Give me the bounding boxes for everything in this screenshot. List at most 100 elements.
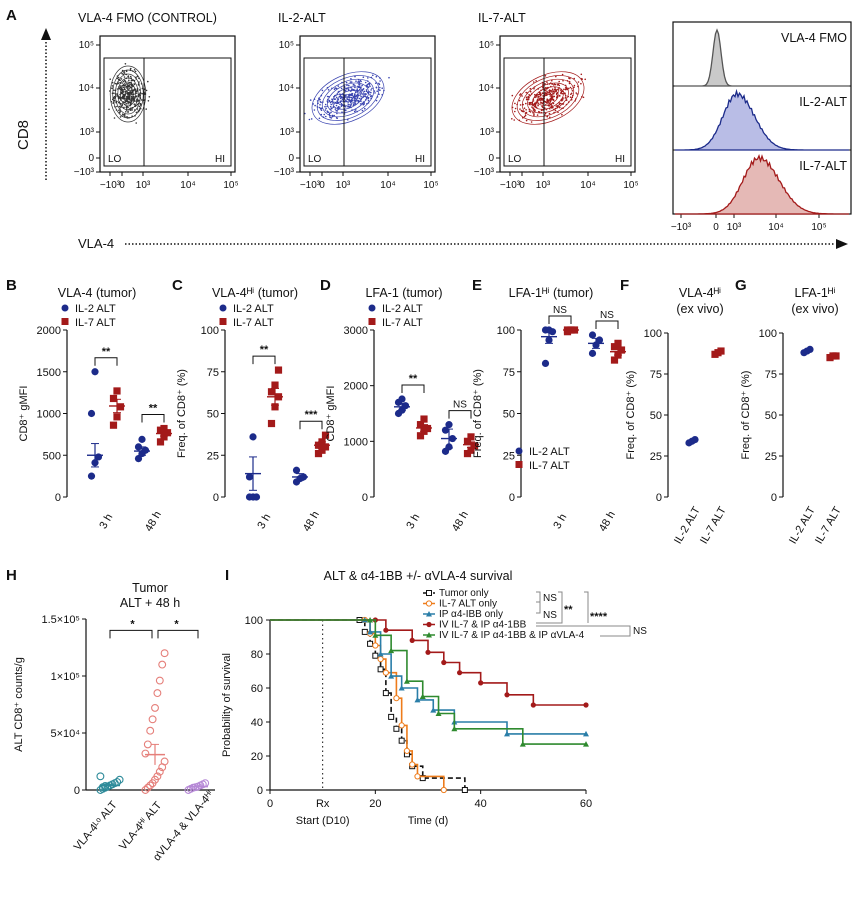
x-tick-label: 10³: [136, 180, 151, 191]
y-tick-label: 0: [488, 153, 494, 164]
censor-mark: [440, 786, 447, 794]
event-dot: [121, 113, 124, 115]
event-dot: [547, 91, 549, 94]
event-dot: [532, 81, 535, 83]
il2-point: [441, 426, 450, 434]
legend-il2-label: IL-2 ALT: [75, 303, 116, 315]
cmp-bracket: [536, 591, 563, 624]
event-dot: [129, 68, 132, 70]
legend-il7-label: IL-7 ALT: [382, 317, 423, 329]
event-dot: [568, 77, 570, 79]
censor-mark: [382, 690, 389, 697]
contour-line: [109, 65, 147, 123]
gate-hi: [343, 57, 432, 167]
event-dot: [372, 74, 374, 77]
event-dot: [560, 92, 562, 95]
censor-mark: [367, 617, 374, 623]
legend-il2-marker: [219, 304, 227, 312]
event-dot: [519, 104, 522, 106]
event-dot: [360, 80, 362, 83]
censor-mark: [478, 680, 484, 686]
x-tick-label: αVLA-4 & VLA-4ᴴⁱ: [151, 789, 217, 864]
event-dot: [533, 87, 535, 90]
event-dot: [584, 78, 586, 81]
sig-bracket: [157, 629, 199, 639]
event-dot: [375, 86, 378, 89]
event-dot: [555, 93, 558, 96]
event-dot: [334, 98, 337, 100]
event-dot: [109, 78, 111, 80]
event-dot: [364, 95, 367, 98]
event-dot: [117, 76, 120, 79]
il2-point: [806, 345, 814, 353]
panel-label-d: D: [320, 277, 331, 294]
event-dot: [339, 93, 341, 95]
gate-lo: [303, 57, 345, 167]
event-dot: [523, 115, 526, 118]
censor-mark: [425, 649, 431, 655]
il7-point: [163, 429, 172, 437]
event-dot: [529, 90, 532, 93]
event-dot: [121, 72, 123, 75]
event-dot: [113, 117, 116, 119]
event-dot: [145, 108, 147, 110]
event-dot: [356, 89, 359, 92]
legend-il2-label: IL-2 ALT: [382, 303, 423, 315]
event-dot: [354, 102, 356, 104]
event-dot: [367, 85, 369, 88]
dot-plot-E: LFA-1ᴴⁱ (tumor) 0 25 50 75 100 Freq. of CD8⁺ (…: [472, 286, 626, 534]
event-dot: [357, 81, 359, 83]
event-dot: [536, 114, 539, 116]
panel-label-e: E: [472, 277, 482, 294]
il7-point: [267, 388, 276, 396]
event-dot: [379, 86, 381, 89]
event-dot: [136, 103, 139, 106]
censor-mark: [461, 787, 468, 793]
event-dot: [111, 87, 113, 90]
censor-mark: [377, 666, 384, 673]
il7-point: [610, 356, 619, 364]
event-dot: [375, 99, 378, 102]
x-tick-label: 48 h: [450, 509, 471, 534]
censor-mark: [372, 652, 379, 659]
event-dot: [337, 93, 339, 96]
event-dot: [127, 106, 129, 109]
event-dot: [314, 104, 316, 107]
event-dot: [564, 94, 567, 97]
y-tick-label: 1000: [37, 409, 61, 421]
gate-hi-label: HI: [415, 154, 425, 165]
event-dot: [135, 122, 137, 124]
x-tick-label: 10⁵: [423, 180, 438, 191]
event-dot: [533, 114, 535, 116]
sample-point: [160, 649, 169, 658]
event-dot: [354, 95, 357, 98]
event-dot: [129, 99, 131, 101]
legend-il7-marker: [515, 461, 523, 468]
histograms: −10³ 0 10³ 10⁴ 10⁵ VLA-4 FMO IL-2-ALT IL-7-ALT: [671, 21, 852, 233]
sig-label: NS: [600, 310, 614, 321]
event-dot: [341, 111, 343, 113]
event-dot: [388, 76, 390, 79]
event-dot: [351, 88, 353, 90]
censor-mark: [441, 659, 447, 666]
event-dot: [537, 104, 539, 107]
il7-point: [156, 438, 165, 446]
x-tick-label: 3 h: [255, 512, 273, 531]
y-tick-label: 100: [759, 328, 777, 340]
event-dot: [575, 92, 577, 94]
event-dot: [561, 99, 563, 102]
dot-plot-G: LFA-1ᴴⁱ (ex vivo) 0 25 50 75 100 Freq. of CD8⁺ …: [740, 286, 844, 546]
event-dot: [141, 92, 143, 95]
event-dot: [340, 97, 342, 99]
y-axis-label: CD8⁺ gMFI: [325, 386, 337, 442]
event-dot: [118, 96, 120, 98]
y-axis-label: Probability of survival: [221, 653, 233, 757]
censor-mark: [388, 647, 395, 654]
contour-line: [114, 73, 142, 115]
event-dot: [525, 109, 527, 111]
legend-il7-marker: [61, 318, 69, 325]
y-tick-label: 0: [362, 492, 368, 504]
event-dot: [542, 86, 544, 89]
